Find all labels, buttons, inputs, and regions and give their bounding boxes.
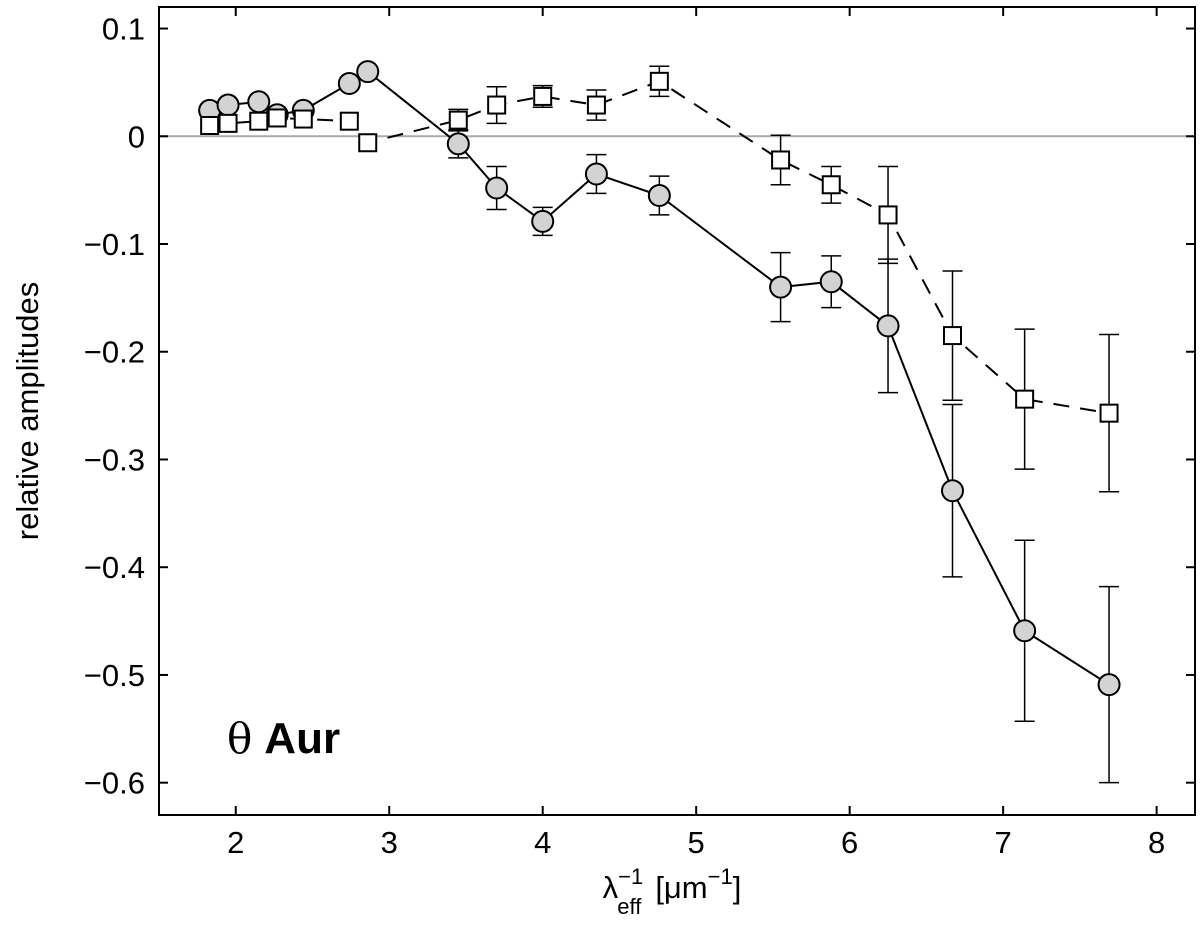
data-point	[647, 184, 671, 208]
x-tick-label: 6	[841, 825, 858, 860]
data-point	[249, 111, 269, 131]
data-point	[356, 60, 380, 84]
x-tick-label: 8	[1148, 825, 1165, 860]
data-point	[218, 113, 238, 133]
data-point	[487, 95, 507, 115]
plot-frame	[158, 6, 1196, 816]
x-tick-label: 2	[227, 825, 244, 860]
x-axis-title-exponent: −1	[618, 864, 643, 889]
data-point	[1013, 619, 1037, 643]
data-point	[247, 90, 271, 114]
data-point	[533, 86, 553, 106]
x-axis-title: λ−1 eff[μm−1]	[603, 864, 742, 919]
x-axis-title-unit-exponent: −1	[708, 864, 733, 889]
x-axis-title-symbol: λ	[603, 870, 619, 905]
x-axis-title-unit-open: [μm	[655, 870, 707, 905]
data-point	[216, 93, 240, 117]
star-name-annotation: θ Aur	[227, 714, 340, 763]
x-tick-label: 3	[381, 825, 398, 860]
x-axis-title-subscript: eff	[617, 894, 642, 919]
series-circle	[198, 60, 1121, 784]
y-tick-label: −0.3	[84, 442, 145, 477]
data-point	[267, 108, 287, 128]
data-point	[940, 479, 964, 503]
y-tick-label: −0.4	[84, 550, 145, 585]
data-point	[358, 133, 378, 153]
y-axis-title: relative amplitudes	[10, 282, 45, 540]
data-point	[878, 205, 898, 225]
data-point	[200, 116, 220, 136]
y-tick-label: 0.1	[102, 12, 145, 47]
data-point	[821, 175, 841, 195]
data-point	[769, 275, 793, 299]
data-point	[1015, 389, 1035, 409]
data-point	[339, 111, 359, 131]
theta-symbol: θ	[227, 714, 252, 763]
data-point	[446, 132, 470, 156]
data-point	[649, 71, 669, 91]
y-tick-label: −0.5	[84, 658, 145, 693]
data-point	[337, 71, 361, 95]
y-tick-label: 0	[128, 119, 145, 154]
x-tick-label: 5	[688, 825, 705, 860]
data-point	[819, 270, 843, 294]
y-tick-label: −0.2	[84, 335, 145, 370]
data-point	[584, 162, 608, 186]
data-point	[485, 176, 509, 200]
data-point	[1099, 403, 1119, 423]
data-point	[448, 110, 468, 130]
series-square	[200, 65, 1120, 493]
data-point	[586, 95, 606, 115]
x-axis-title-unit-close: ]	[733, 870, 742, 905]
x-tick-label: 4	[534, 825, 551, 860]
data-point	[942, 326, 962, 346]
series-line	[209, 80, 1110, 415]
y-tick-label: −0.6	[84, 766, 145, 801]
data-point	[771, 150, 791, 170]
data-point	[876, 314, 900, 338]
x-tick-label: 7	[995, 825, 1012, 860]
star-name: Aur	[264, 714, 340, 763]
y-tick-label: −0.1	[84, 227, 145, 262]
data-point	[531, 209, 555, 233]
data-point	[293, 109, 313, 129]
series-layer	[198, 60, 1121, 784]
data-point	[1097, 673, 1121, 697]
ticks-layer: 2 3 4 5 6 7 8 0.1 0 −0.1 −0.2 −0.3 −0.4 −0.5 −0.6	[84, 7, 1195, 860]
series-line	[209, 70, 1110, 686]
